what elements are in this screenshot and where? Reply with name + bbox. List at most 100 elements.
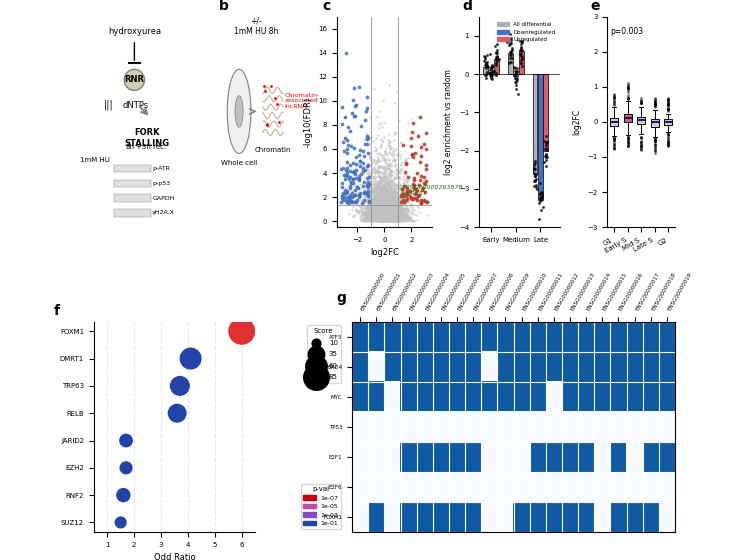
Point — [382, 207, 394, 216]
Point — [370, 211, 382, 220]
Point — [394, 192, 406, 200]
Point — [362, 149, 374, 158]
Point — [367, 215, 379, 224]
Point — [393, 183, 405, 192]
Point — [392, 171, 404, 180]
Point — [386, 193, 398, 202]
Point — [388, 206, 400, 214]
Point — [363, 211, 375, 220]
Point — [386, 204, 398, 213]
Point — [365, 169, 377, 178]
Point — [362, 162, 374, 171]
Point — [384, 215, 396, 224]
Point — [376, 184, 388, 193]
Point — [394, 214, 406, 223]
Point — [368, 203, 380, 212]
Point — [371, 182, 383, 191]
Point — [362, 201, 374, 210]
Point — [404, 199, 416, 208]
Point — [375, 198, 387, 207]
Point — [370, 193, 382, 202]
Point — [376, 185, 388, 194]
Point — [385, 199, 397, 208]
Point — [384, 211, 396, 220]
Point — [380, 207, 392, 216]
Point — [378, 207, 390, 216]
Point — [414, 113, 426, 122]
Point — [397, 190, 409, 199]
Point — [381, 192, 393, 201]
Point — [421, 210, 433, 219]
Point — [370, 181, 382, 190]
Point — [368, 191, 380, 200]
Point — [378, 200, 390, 209]
Point — [390, 214, 402, 223]
Point — [388, 212, 400, 221]
Point — [385, 212, 397, 221]
Point — [359, 193, 371, 202]
Point — [382, 214, 394, 223]
Point — [388, 202, 400, 211]
Point — [394, 207, 406, 216]
Point — [380, 211, 392, 220]
Point — [420, 144, 432, 153]
Point — [490, 53, 502, 62]
Point — [371, 215, 383, 224]
Point — [382, 170, 394, 179]
Point — [374, 172, 386, 181]
Point — [539, 144, 551, 153]
Point — [374, 188, 386, 197]
Point — [402, 198, 414, 207]
Point — [404, 191, 416, 200]
Point — [362, 161, 374, 170]
Point — [392, 206, 404, 215]
Point — [365, 170, 377, 179]
Point — [357, 146, 369, 155]
Point — [392, 198, 404, 207]
Point — [398, 195, 410, 204]
Point — [366, 202, 378, 211]
Point — [369, 214, 381, 223]
Point — [384, 194, 396, 203]
Point — [371, 180, 383, 189]
Point — [376, 202, 388, 211]
Point — [373, 207, 385, 216]
Point — [390, 215, 402, 224]
Point — [386, 189, 398, 198]
Point — [386, 214, 398, 223]
Point — [366, 207, 378, 216]
Point — [393, 177, 405, 186]
Point — [383, 214, 395, 223]
Point — [390, 208, 402, 217]
Point — [382, 212, 394, 221]
Point — [393, 193, 405, 202]
Point — [338, 195, 350, 204]
Point — [382, 202, 394, 211]
Point — [394, 190, 406, 199]
Point — [416, 199, 428, 208]
Point — [370, 177, 382, 186]
Point — [367, 215, 379, 224]
Point — [350, 100, 361, 109]
Point — [376, 123, 388, 132]
Point — [415, 142, 427, 151]
Point — [380, 216, 392, 225]
Point — [362, 179, 374, 188]
Point — [387, 203, 399, 212]
Point — [370, 166, 382, 175]
Point — [384, 201, 396, 210]
Point — [490, 60, 502, 69]
Point — [379, 146, 391, 155]
Point — [480, 59, 492, 68]
Point — [420, 161, 432, 170]
Point — [381, 216, 393, 225]
Point — [375, 189, 387, 198]
Point — [358, 204, 370, 213]
Point — [409, 181, 421, 190]
Point — [377, 206, 389, 214]
Point — [385, 170, 397, 179]
Point — [367, 199, 379, 208]
Point — [392, 180, 404, 189]
Point — [376, 208, 388, 217]
Point — [374, 157, 386, 166]
